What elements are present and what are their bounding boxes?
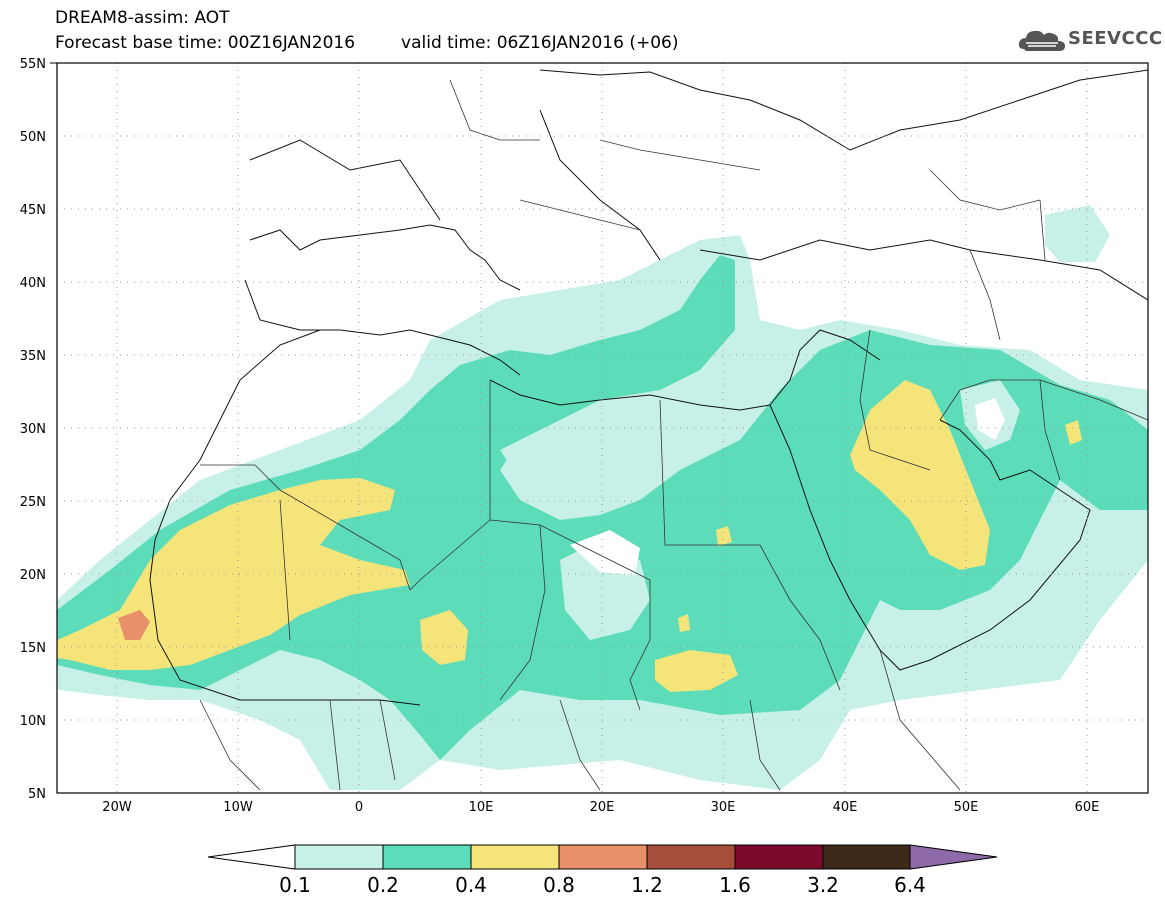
lon-label: 20E — [590, 800, 615, 815]
lat-label: 35N — [20, 349, 46, 364]
model-title: DREAM8-assim: AOT — [55, 8, 230, 28]
lat-label: 15N — [20, 641, 46, 656]
lon-label: 10E — [469, 800, 494, 815]
map-frame — [56, 62, 1149, 794]
lon-label: 50E — [954, 800, 979, 815]
logo-text: SEEVCCC — [1068, 28, 1163, 49]
aot-band-0.4 — [850, 380, 990, 570]
lat-label: 30N — [20, 422, 46, 437]
aot-below-threshold — [570, 530, 640, 575]
lat-label: 40N — [20, 276, 46, 291]
aot-band-0.8 — [118, 610, 150, 640]
aot-band-0.2 — [57, 255, 1148, 760]
country-borders — [199, 79, 1148, 791]
colorbar-swatch — [558, 844, 648, 870]
colorbar-label: 1.2 — [631, 873, 663, 897]
colorbar-high-triangle — [909, 844, 998, 870]
colorbar-swatch — [646, 844, 736, 870]
colorbar-swatch — [470, 844, 560, 870]
base-time: Forecast base time: 00Z16JAN2016 — [55, 33, 356, 53]
lon-label: 10W — [223, 800, 253, 815]
aot-band-0.1 — [740, 330, 775, 400]
aot-contours — [57, 69, 1148, 791]
lon-label: 40E — [833, 800, 858, 815]
colorbar-swatch — [734, 844, 824, 870]
valid-time: valid time: 06Z16JAN2016 (+06) — [401, 33, 679, 53]
lat-label: 10N — [20, 714, 46, 729]
colorbar-low-triangle — [207, 844, 296, 870]
lat-label: 55N — [20, 57, 46, 72]
aot-below-threshold — [975, 398, 1005, 440]
colorbar-label: 0.1 — [279, 873, 311, 897]
cloud-icon — [1018, 30, 1065, 51]
colorbar-label: 0.8 — [543, 873, 575, 897]
aot-band-0.1 — [1045, 205, 1110, 262]
lat-labels: 55N 50N 45N 40N 35N 30N 25N 20N 15N 10N … — [20, 57, 46, 802]
colorbar-swatch — [382, 844, 472, 870]
aot-band-0.4 — [716, 526, 732, 546]
lon-label: 20W — [102, 800, 132, 815]
colorbar-label: 3.2 — [807, 873, 839, 897]
lat-label: 20N — [20, 568, 46, 583]
lat-label: 45N — [20, 203, 46, 218]
seevccc-logo: SEEVCCC — [1018, 27, 1162, 55]
colorbar — [207, 844, 998, 870]
lon-label: 0 — [355, 800, 363, 815]
colorbar-label: 1.6 — [719, 873, 751, 897]
colorbar-label: 0.2 — [367, 873, 399, 897]
lon-label: 60E — [1075, 800, 1100, 815]
aot-band-0.1 — [500, 430, 620, 495]
colorbar-swatch — [294, 844, 384, 870]
colorbar-labels: 0.1 0.2 0.4 0.8 1.2 1.6 3.2 6.4 — [279, 873, 926, 897]
aot-band-0.4 — [420, 610, 468, 665]
aot-band-0.4 — [1065, 420, 1082, 445]
gridlines — [57, 63, 1148, 793]
colorbar-label: 6.4 — [894, 873, 926, 897]
aot-band-0.4 — [678, 614, 690, 632]
lon-label: 30E — [711, 800, 736, 815]
lon-labels: 20W 10W 0 10E 20E 30E 40E 50E 60E — [102, 800, 1099, 815]
lat-label: 50N — [20, 130, 46, 145]
lat-label: 25N — [20, 495, 46, 510]
coastlines — [149, 69, 1148, 706]
aot-band-0.4 — [655, 650, 738, 692]
forecast-times: Forecast base time: 00Z16JAN2016 valid ti… — [55, 33, 678, 53]
lat-label: 5N — [28, 787, 46, 802]
colorbar-swatch — [822, 844, 911, 870]
colorbar-label: 0.4 — [455, 873, 487, 897]
